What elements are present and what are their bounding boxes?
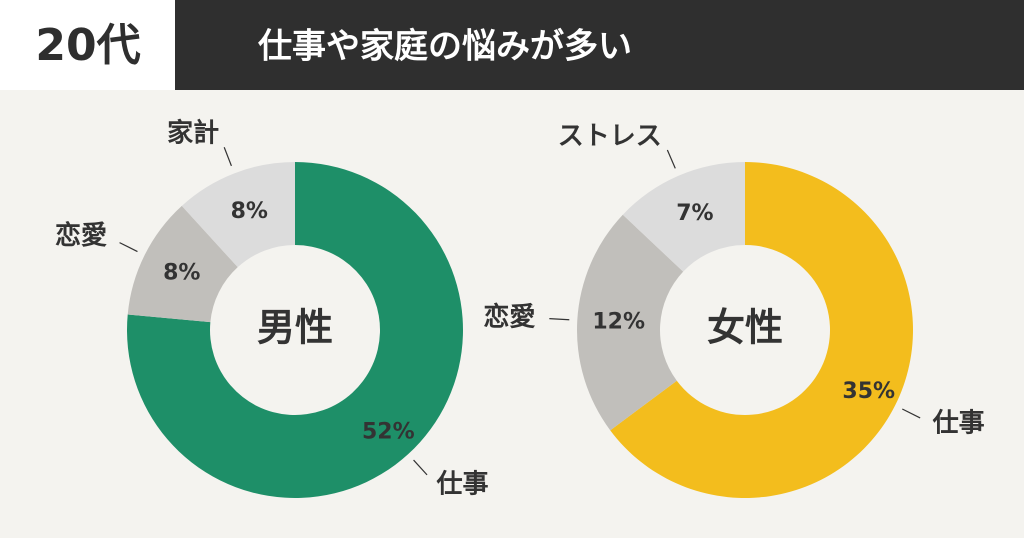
- donut-segment: [577, 214, 684, 431]
- value-label: 7%: [676, 201, 713, 226]
- value-label: 8%: [231, 199, 268, 224]
- donut-segment: [127, 205, 238, 323]
- value-label: 52%: [362, 419, 415, 444]
- donut-segment: [126, 162, 463, 498]
- value-label: 12%: [592, 310, 645, 335]
- donut-segment: [610, 162, 913, 499]
- leader-line: [119, 242, 138, 253]
- category-label: 仕事: [435, 470, 488, 500]
- category-label: 恋愛: [483, 301, 535, 332]
- donut-segment: [622, 162, 745, 272]
- category-label: ストレス: [558, 122, 662, 152]
- value-label: 35%: [842, 379, 895, 404]
- badge: 20代: [35, 20, 140, 71]
- value-label: 8%: [163, 261, 200, 286]
- center-label: 女性: [707, 306, 783, 350]
- donut-segment: [181, 162, 295, 268]
- leader-line: [549, 318, 570, 321]
- category-label: 仕事: [932, 409, 985, 439]
- leader-line: [666, 149, 676, 169]
- leader-line: [902, 408, 921, 419]
- badge-box: [0, 0, 175, 90]
- leader-line: [413, 459, 428, 476]
- center-label: 男性: [257, 306, 333, 350]
- header-title: 仕事や家庭の悩みが多い: [258, 27, 632, 67]
- leader-line: [223, 147, 232, 167]
- category-label: 家計: [167, 118, 219, 149]
- category-label: 恋愛: [55, 220, 107, 251]
